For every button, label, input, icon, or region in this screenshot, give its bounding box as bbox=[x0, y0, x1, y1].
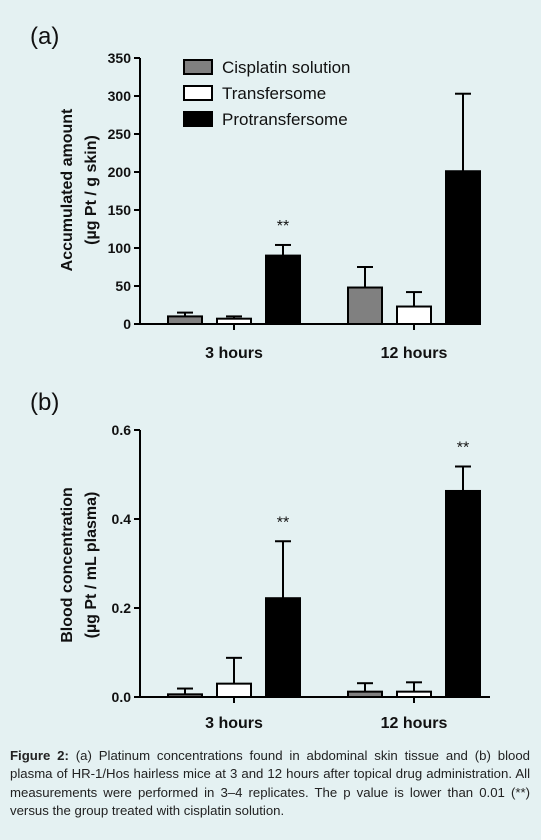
panel-a-bar bbox=[445, 170, 481, 325]
panel-b-y-tick-label: 0.6 bbox=[112, 422, 132, 438]
panel-a-label: (a) bbox=[30, 23, 59, 50]
panel-a-legend-swatch bbox=[183, 111, 213, 127]
panel-a-y-tick-label: 300 bbox=[108, 88, 132, 104]
panel-a-category-label: 12 hours bbox=[381, 345, 448, 362]
panel-a-y-axis-title-line2: (µg Pt / g skin) bbox=[83, 135, 100, 245]
panel-b-chart: (b) Blood concentration (µg Pt / mL plasma… bbox=[30, 389, 490, 732]
panel-a-chart: (a) Accumulated amount (µg Pt / g skin) 0 50… bbox=[30, 23, 481, 362]
panel-b-category-label: 3 hours bbox=[205, 715, 263, 732]
panel-a-legend-swatch bbox=[183, 59, 213, 75]
panel-a-y-axis-title-line1: Accumulated amount bbox=[59, 108, 76, 271]
caption-prefix: Figure 2: bbox=[10, 748, 69, 763]
panel-b-category-label: 12 hours bbox=[381, 715, 448, 732]
panel-b-bar bbox=[347, 690, 383, 699]
panel-b-label: (b) bbox=[30, 389, 59, 416]
panel-a-y-tick-label: 50 bbox=[115, 278, 131, 294]
panel-a-bar bbox=[396, 305, 432, 325]
panel-a-y-tick-label: 100 bbox=[108, 240, 132, 256]
panel-a-y-tick-label: 150 bbox=[108, 202, 132, 218]
panel-a-legend-swatch bbox=[183, 85, 213, 101]
panel-b-significance-mark: ** bbox=[457, 439, 469, 456]
panel-a-legend-label: Cisplatin solution bbox=[222, 58, 351, 77]
panel-a-legend-label: Transfersome bbox=[222, 84, 326, 103]
panel-a-legend-label: Protransfersome bbox=[222, 110, 348, 129]
panel-b-bar bbox=[396, 690, 432, 699]
panel-b-bar bbox=[265, 597, 301, 699]
panel-b-y-axis-title-line1: Blood concentration bbox=[59, 487, 76, 643]
caption-text: (a) Platinum concentrations found in abd… bbox=[10, 748, 530, 818]
figure-caption: Figure 2: (a) Platinum concentrations fo… bbox=[10, 747, 530, 820]
panel-a-significance-mark: ** bbox=[277, 218, 289, 235]
panel-a-y-tick-label: 0 bbox=[123, 316, 131, 332]
panel-b-y-axis-title-line2: (µg Pt / mL plasma) bbox=[83, 492, 100, 639]
panel-b-y-tick-label: 0.4 bbox=[112, 511, 132, 527]
panel-b-bar bbox=[445, 489, 481, 698]
panel-a-y-tick-label: 350 bbox=[108, 50, 132, 66]
panel-a-y-tick-label: 250 bbox=[108, 126, 132, 142]
panel-a-bar bbox=[265, 254, 301, 326]
panel-b-bar bbox=[167, 693, 203, 698]
panel-b-y-tick-label: 0.2 bbox=[112, 600, 132, 616]
panel-a-y-tick-label: 200 bbox=[108, 164, 132, 180]
panel-a-bar bbox=[167, 315, 203, 325]
panel-b-bar bbox=[216, 682, 252, 698]
panel-a-bar bbox=[347, 286, 383, 325]
panel-b-y-tick-label: 0.0 bbox=[112, 689, 132, 705]
panel-b-significance-mark: ** bbox=[277, 514, 289, 531]
panel-a-bar bbox=[216, 317, 252, 325]
panel-a-category-label: 3 hours bbox=[205, 345, 263, 362]
